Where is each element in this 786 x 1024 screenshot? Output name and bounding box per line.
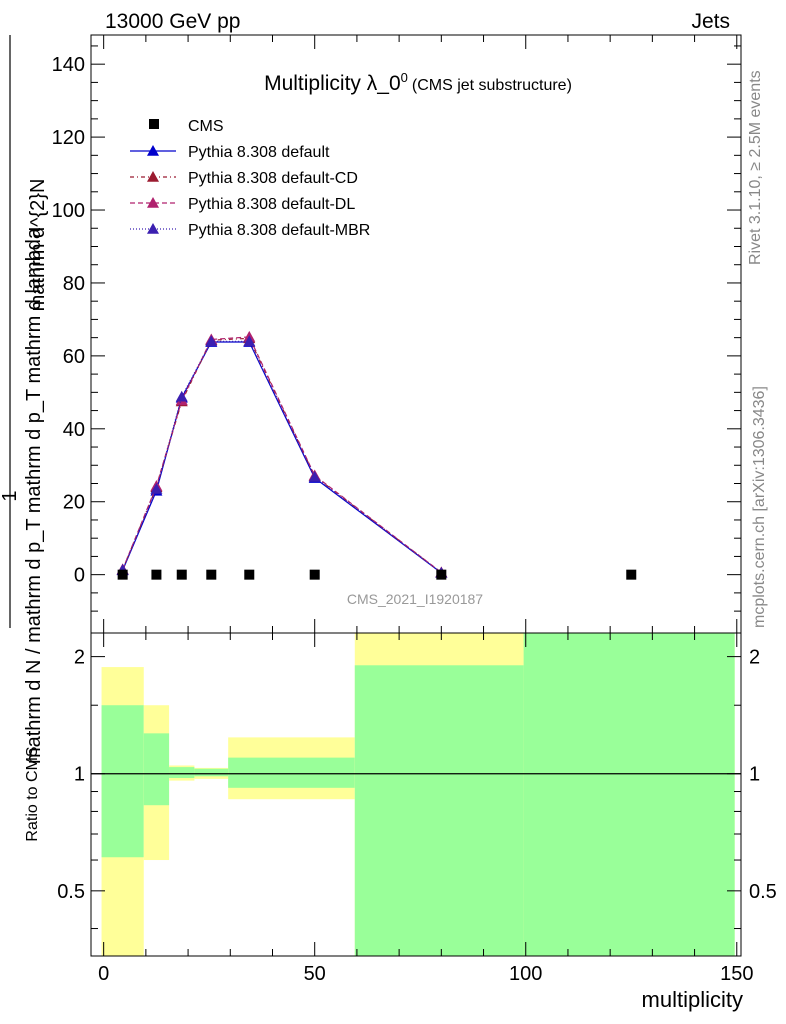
header-right-label: Jets [691,10,730,33]
header-left-label: 13000 GeV pp [105,10,240,33]
y-axis-label-numerator: mathrm d^{2}N [27,179,49,312]
cms-data-point [436,569,447,580]
cms-data-point [206,569,217,580]
main-series-layer [116,330,637,580]
y-axis-label-denominator: mathrm d N / mathrm d p_T mathrm d p_T m… [23,227,45,764]
plot-title-subtitle: (CMS jet substructure) [412,77,572,94]
main-y-axis: 0 20 40 60 80 100 120 140 [52,35,741,633]
cms-data-point [176,569,187,580]
legend-cms-label: CMS [188,118,224,135]
ratio-y-tick-label: 2 [74,647,85,669]
ratio-green-band [101,705,144,858]
main-y-tick-label: 80 [63,273,85,295]
ratio-y-tick-label-right: 2 [749,647,760,669]
main-y-tick-label: 0 [74,565,85,587]
legend-series-label-3: Pythia 8.308 default-DL [188,196,355,213]
legend-series-marker-2 [147,171,159,182]
ratio-green-band [523,633,735,956]
x-axis-label: multiplicity [642,987,743,1012]
ratio-green-band [354,665,524,956]
ratio-green-band [143,733,170,806]
series-4-point [175,390,188,402]
legend-cms-marker [149,119,159,129]
ratio-bands [101,633,735,956]
main-y-tick-label: 20 [63,492,85,514]
main-y-tick-label: 40 [63,419,85,441]
series-4-point [308,470,321,482]
mcplots-label: mcplots.cern.ch [arXiv:1306.3436] [751,386,768,628]
ratio-panel: 0.5 0.5 1 1 2 2 0 50 100 150 Ratio to CMS multip… [24,632,777,1012]
series-4-point [243,335,256,347]
ratio-y-tick-label: 0.5 [57,881,85,903]
legend-series-label-1: Pythia 8.308 default [188,144,330,161]
cms-data-point [117,569,128,580]
main-y-tick-label: 100 [52,200,85,222]
plot-title-superscript: 0 [401,70,408,85]
ratio-y-tick-label: 1 [74,764,85,786]
x-tick-label: 100 [509,963,542,985]
legend-series-label-4: Pythia 8.308 default-MBR [188,222,370,239]
ratio-x-axis: 0 50 100 150 [98,633,753,985]
ratio-green-band [169,767,195,779]
main-y-tick-label: 60 [63,346,85,368]
rivet-version-label: Rivet 3.1.10, ≥ 2.5M events [747,70,764,265]
main-y-tick-label: 120 [52,127,85,149]
cms-data-point [151,569,162,580]
ratio-frame [90,632,742,957]
analysis-watermark: CMS_2021_I1920187 [347,591,483,607]
plot-title-main: Multiplicity λ_0 [264,72,401,95]
series-4-point [205,335,218,347]
ratio-y-tick-label-right: 0.5 [749,881,777,903]
ratio-y-axis: 0.5 0.5 1 1 2 2 [57,647,777,930]
ratio-green-band [228,757,355,788]
legend-series-marker-1 [147,145,159,156]
main-y-tick-label: 140 [52,54,85,76]
x-tick-label: 0 [98,963,109,985]
series-line-4 [122,340,442,574]
ratio-y-axis-label: Ratio to CMS [24,746,41,841]
legend-series-marker-3 [147,197,159,208]
series-4-point [150,482,163,494]
x-tick-label: 50 [304,963,326,985]
legend: CMS Pythia 8.308 default Pythia 8.308 defa… [130,118,370,239]
legend-series-marker-4 [147,223,159,234]
x-tick-label: 150 [720,963,753,985]
cms-data-point [626,569,637,580]
cms-data-point [309,569,320,580]
ratio-green-band [194,768,229,777]
cms-data-point [244,569,255,580]
ratio-y-tick-label-right: 1 [749,764,760,786]
legend-series-label-2: Pythia 8.308 default-CD [188,170,358,187]
series-line-1 [122,341,442,574]
plot-title: Multiplicity λ_00 (CMS jet substructure) [264,70,572,95]
